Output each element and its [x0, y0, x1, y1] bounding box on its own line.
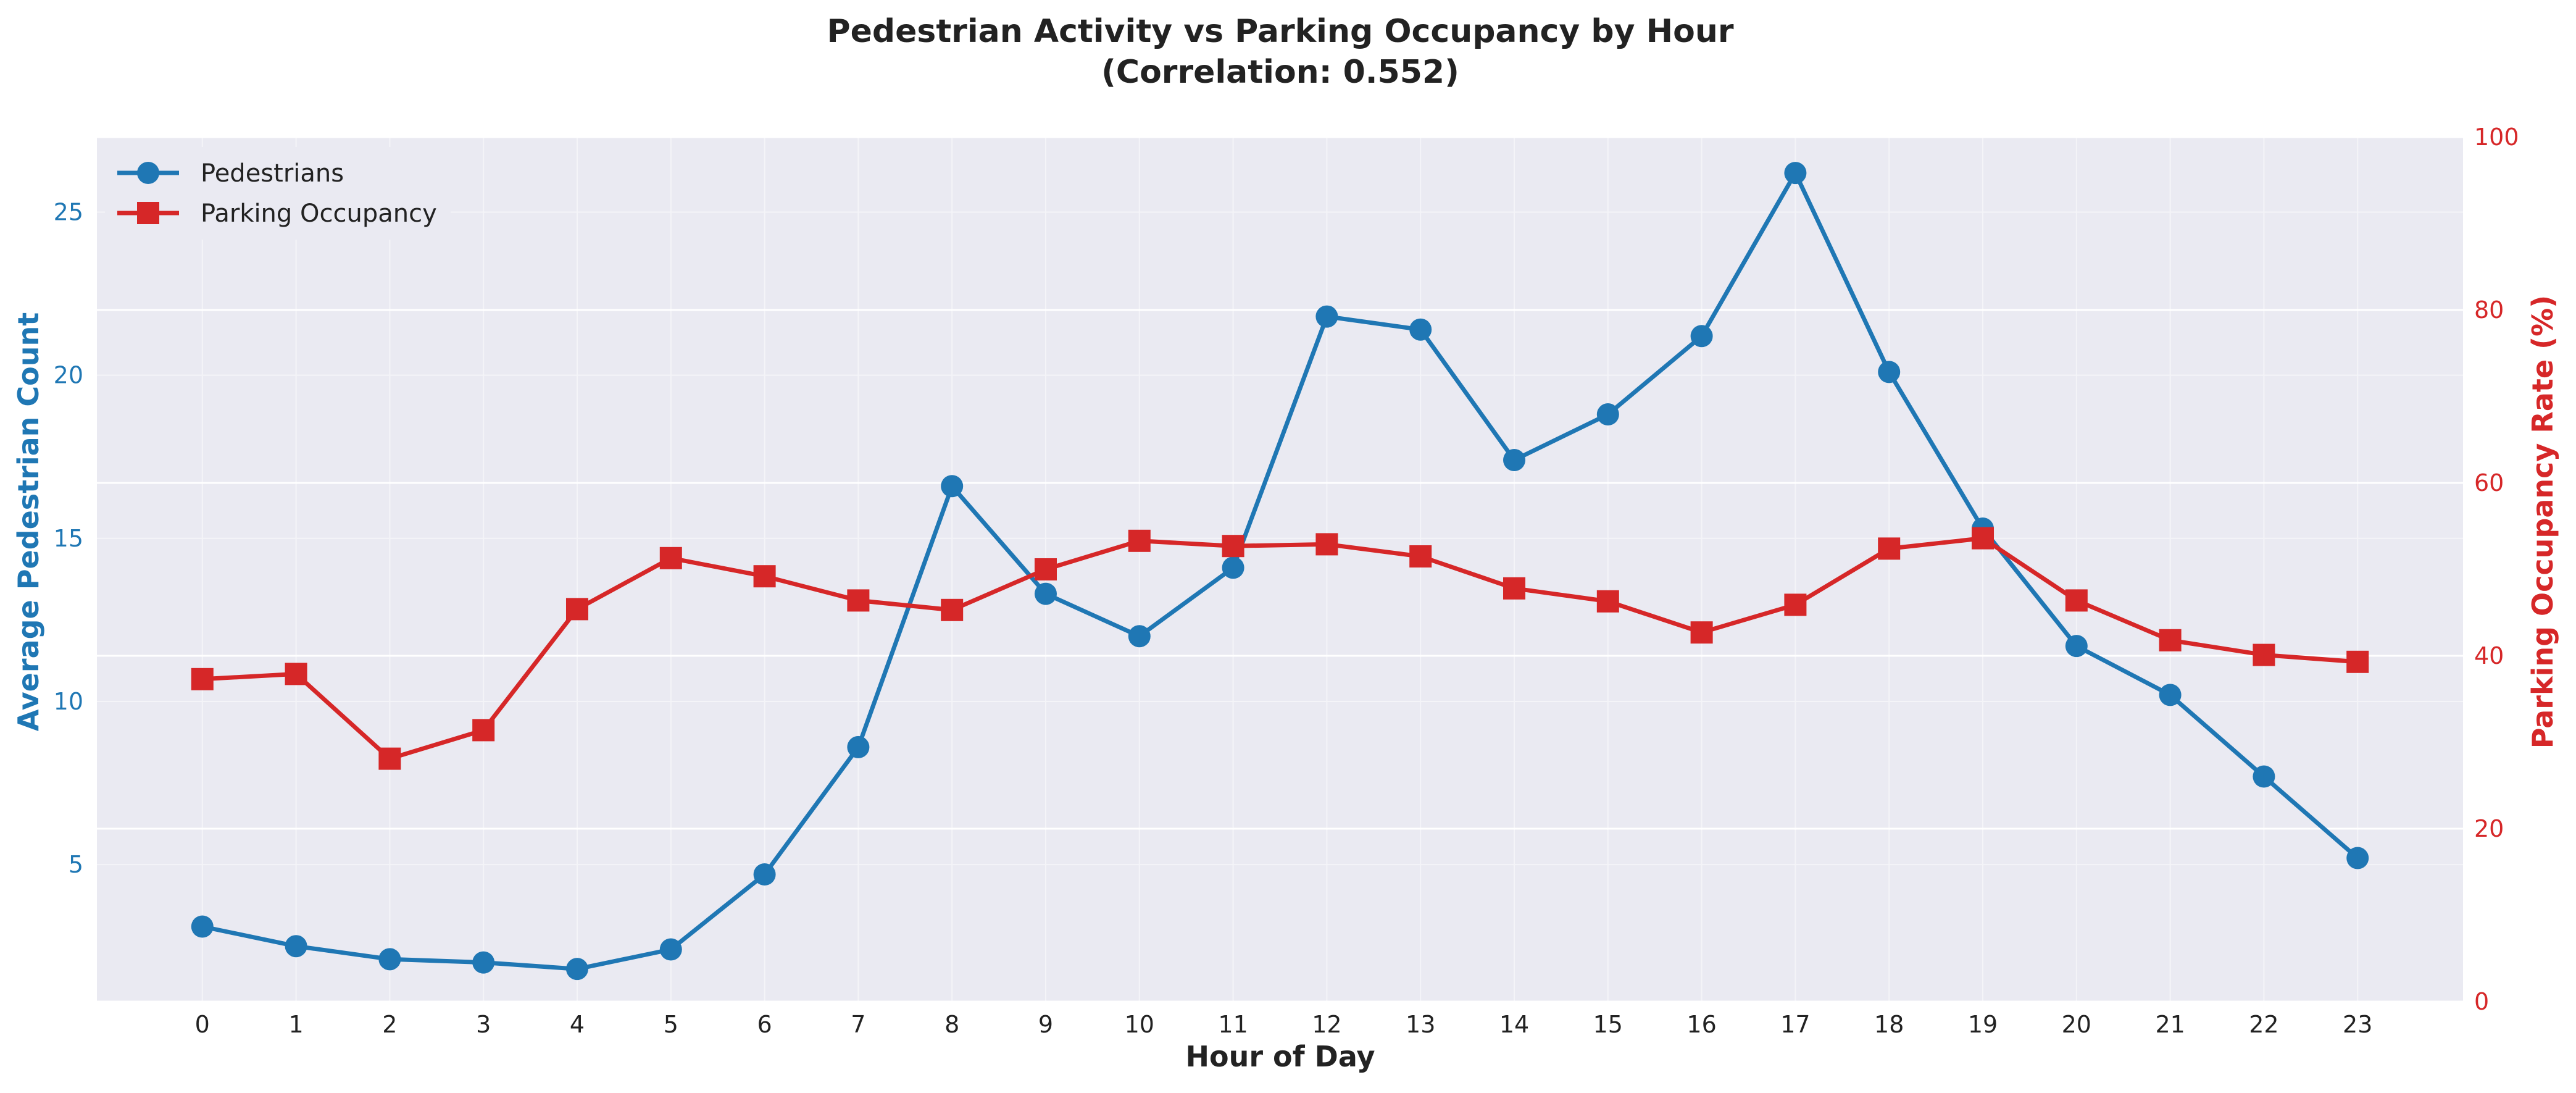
chart-subtitle: (Correlation: 0.552): [1101, 54, 1459, 91]
data-point: [1690, 621, 1713, 644]
data-point: [1690, 325, 1713, 348]
data-point: [1034, 558, 1057, 580]
left-y-tick-label: 5: [69, 851, 83, 878]
data-point: [941, 598, 964, 621]
x-tick-label: 21: [2155, 1011, 2185, 1038]
data-point: [378, 948, 401, 971]
plot-area: [97, 137, 2463, 1002]
right-y-tick-label: 20: [2474, 815, 2504, 842]
left-y-tick-label: 25: [54, 199, 83, 226]
data-point: [1878, 537, 1901, 560]
data-point: [2253, 643, 2275, 666]
x-tick-label: 17: [1780, 1011, 1810, 1038]
right-y-tick-label: 40: [2474, 642, 2504, 669]
data-point: [1503, 449, 1526, 472]
x-tick-label: 5: [664, 1011, 678, 1038]
x-tick-label: 9: [1038, 1011, 1053, 1038]
data-point: [1315, 305, 1338, 328]
legend: Pedestrians Parking Occupancy: [105, 147, 451, 240]
data-point: [1784, 162, 1807, 185]
x-tick-label: 22: [2249, 1011, 2278, 1038]
right-y-tick-label: 0: [2474, 988, 2489, 1015]
x-tick-label: 7: [851, 1011, 865, 1038]
x-tick-label: 1: [288, 1011, 303, 1038]
chart-title: Pedestrian Activity vs Parking Occupancy…: [827, 13, 1734, 50]
data-point: [1222, 556, 1244, 579]
data-point: [1409, 318, 1432, 341]
data-point: [285, 663, 307, 685]
left-y-axis-label: Average Pedestrian Count: [12, 312, 45, 732]
x-tick-label: 18: [1874, 1011, 1904, 1038]
right-y-tick-label: 60: [2474, 469, 2504, 496]
data-point: [1972, 527, 1995, 550]
x-tick-label: 12: [1312, 1011, 1341, 1038]
data-point: [2065, 589, 2088, 612]
data-point: [472, 719, 495, 742]
data-point: [2065, 635, 2088, 658]
legend-box: [105, 147, 451, 240]
series-line: [202, 536, 2358, 761]
data-point: [2346, 847, 2369, 869]
x-tick-label: 20: [2062, 1011, 2091, 1038]
x-tick-label: 14: [1499, 1011, 1529, 1038]
legend-marker-pedestrians: [137, 162, 159, 184]
data-point: [565, 958, 588, 981]
data-point: [1034, 582, 1057, 605]
legend-label-parking: Parking Occupancy: [201, 199, 437, 228]
data-point: [1784, 593, 1807, 616]
x-tick-label: 13: [1406, 1011, 1435, 1038]
left-y-tick-label: 15: [54, 525, 83, 552]
x-tick-label: 19: [1968, 1011, 1998, 1038]
right-y-tick-label: 80: [2474, 296, 2504, 324]
data-point: [191, 915, 214, 938]
x-tick-label: 11: [1218, 1011, 1248, 1038]
series-parking-occupancy: [191, 527, 2369, 770]
right-y-tick-label: 100: [2474, 124, 2519, 151]
data-point: [1878, 361, 1901, 383]
x-tick-label: 10: [1125, 1011, 1154, 1038]
right-y-axis-label: Parking Occupancy Rate (%): [2526, 295, 2559, 748]
data-point: [1128, 625, 1151, 648]
data-point: [472, 951, 495, 974]
x-tick-label: 3: [476, 1011, 491, 1038]
legend-marker-parking: [137, 202, 159, 224]
x-tick-label: 15: [1593, 1011, 1623, 1038]
data-point: [285, 935, 307, 958]
data-point: [1596, 590, 1619, 613]
data-point: [1222, 535, 1244, 558]
data-point: [2346, 650, 2369, 673]
legend-label-pedestrians: Pedestrians: [201, 159, 344, 188]
data-point: [1596, 403, 1619, 426]
left-y-tick-label: 20: [54, 362, 83, 389]
data-point: [191, 668, 214, 690]
data-point: [847, 735, 870, 758]
left-y-tick-label: 10: [54, 688, 83, 715]
data-point: [2159, 684, 2182, 706]
data-point: [2253, 765, 2275, 788]
x-tick-label: 0: [195, 1011, 210, 1038]
x-tick-label: 6: [757, 1011, 772, 1038]
data-point: [1503, 577, 1526, 600]
data-point: [1128, 529, 1151, 552]
data-point: [753, 863, 776, 886]
x-tick-label: 16: [1686, 1011, 1716, 1038]
data-point: [847, 589, 870, 612]
x-tick-label: 8: [944, 1011, 959, 1038]
data-point: [659, 938, 682, 961]
x-tick-label: 23: [2343, 1011, 2372, 1038]
data-point: [2159, 629, 2182, 651]
data-point: [659, 546, 682, 569]
data-point: [1315, 533, 1338, 556]
data-point: [753, 565, 776, 588]
data-point: [565, 598, 588, 621]
data-point: [941, 475, 964, 498]
x-tick-label: 2: [382, 1011, 397, 1038]
data-point: [378, 747, 401, 770]
x-axis-label: Hour of Day: [1186, 1040, 1375, 1073]
x-tick-label: 4: [570, 1011, 585, 1038]
data-point: [1409, 545, 1432, 567]
